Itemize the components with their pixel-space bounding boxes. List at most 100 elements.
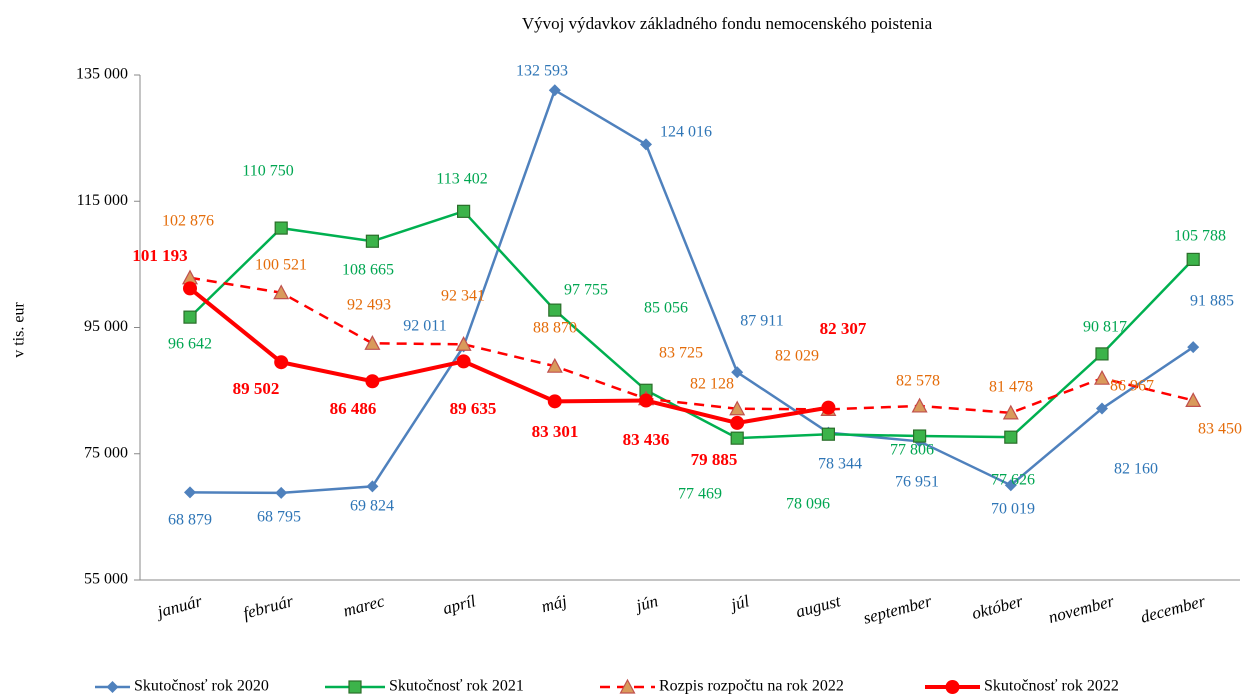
data-point — [1186, 252, 1200, 267]
data-point — [639, 393, 653, 408]
y-tick-label: 55 000 — [84, 571, 128, 588]
x-tick-label: november — [1046, 591, 1116, 627]
data-label: 124 016 — [660, 124, 712, 141]
data-point — [365, 234, 379, 248]
x-tick-label: október — [970, 591, 1025, 623]
data-label: 92 341 — [441, 288, 485, 305]
data-point — [455, 336, 472, 351]
chart-title: Vývoj výdavkov základného fondu nemocens… — [522, 14, 933, 33]
data-label: 92 493 — [347, 297, 391, 314]
data-point — [274, 221, 288, 235]
data-label: 81 478 — [989, 379, 1033, 396]
legend-marker — [348, 680, 362, 694]
data-point — [366, 480, 379, 493]
data-label: 85 056 — [644, 300, 688, 317]
legend-marker — [619, 678, 636, 694]
data-point — [729, 400, 746, 416]
data-point — [1002, 404, 1019, 420]
data-point — [364, 335, 381, 350]
data-label: 68 879 — [168, 512, 212, 529]
x-tick-label: apríl — [441, 591, 478, 618]
data-label: 89 502 — [233, 379, 280, 398]
data-label: 91 885 — [1190, 293, 1234, 310]
data-label: 83 301 — [532, 422, 579, 441]
x-tick-label: február — [241, 591, 296, 623]
x-tick-label: august — [794, 591, 844, 621]
data-label: 83 450 — [1198, 421, 1242, 438]
series-line — [188, 286, 829, 425]
data-label: 68 795 — [257, 509, 301, 526]
y-tick-label: 135 000 — [76, 66, 128, 83]
data-label: 102 876 — [162, 213, 214, 230]
data-label: 76 951 — [895, 474, 939, 491]
data-point — [730, 431, 744, 445]
x-tick-label: júl — [727, 591, 751, 615]
data-point — [184, 486, 196, 499]
data-label: 82 307 — [820, 319, 867, 338]
data-label: 78 344 — [818, 456, 862, 473]
data-label: 70 019 — [991, 501, 1035, 518]
data-point — [1187, 341, 1200, 354]
data-point — [457, 204, 471, 218]
x-tick-label: december — [1139, 591, 1208, 627]
data-label: 113 402 — [436, 171, 487, 188]
data-point — [912, 429, 927, 443]
data-point — [1093, 369, 1111, 385]
data-label: 79 885 — [691, 450, 738, 469]
data-point — [183, 310, 197, 324]
x-tick-label: september — [861, 591, 934, 628]
data-label: 87 911 — [740, 313, 783, 330]
data-label: 82 578 — [896, 373, 940, 390]
y-tick-label: 75 000 — [84, 444, 128, 461]
x-tick-label: január — [153, 591, 204, 622]
legend-label: Skutočnosť rok 2022 — [984, 678, 1119, 695]
x-tick-label: jún — [632, 591, 660, 615]
data-label: 108 665 — [342, 262, 394, 279]
series-line — [189, 88, 1194, 495]
data-point — [821, 400, 836, 415]
legend-marker — [945, 680, 960, 694]
data-label: 69 824 — [350, 498, 394, 515]
data-point — [274, 355, 289, 370]
data-label: 132 593 — [516, 63, 568, 80]
data-label: 77 806 — [890, 442, 934, 459]
data-point — [1004, 479, 1017, 492]
data-label: 83 725 — [659, 345, 703, 362]
data-point — [1185, 392, 1202, 408]
data-point — [1096, 402, 1108, 415]
legend-label: Rozpis rozpočtu na rok 2022 — [659, 678, 844, 695]
data-label: 82 029 — [775, 348, 819, 365]
data-point — [731, 366, 744, 379]
data-label: 82 128 — [690, 376, 734, 393]
data-label: 89 635 — [450, 399, 497, 418]
data-point — [273, 284, 290, 300]
data-label: 83 436 — [623, 430, 670, 449]
y-axis-label: v tis. eur — [11, 302, 28, 358]
data-label: 88 870 — [533, 320, 577, 337]
data-label: 86 486 — [330, 399, 377, 418]
legend-marker — [106, 681, 119, 693]
data-point — [275, 486, 288, 499]
data-label: 77 626 — [991, 472, 1035, 489]
data-label: 110 750 — [242, 163, 293, 180]
data-label: 97 755 — [564, 282, 608, 299]
legend-label: Skutočnosť rok 2020 — [134, 678, 269, 695]
data-point — [911, 397, 928, 413]
data-point — [456, 354, 471, 369]
data-label: 77 469 — [678, 486, 722, 503]
data-label: 96 642 — [168, 336, 212, 353]
series-line — [189, 276, 1194, 415]
y-tick-label: 115 000 — [77, 192, 128, 209]
data-point — [365, 374, 380, 389]
data-label: 78 096 — [786, 496, 830, 513]
data-point — [548, 303, 562, 317]
data-label: 90 817 — [1083, 319, 1127, 336]
series-line — [189, 209, 1195, 440]
data-point — [183, 281, 197, 296]
data-label: 82 160 — [1114, 461, 1158, 478]
data-label: 105 788 — [1174, 228, 1226, 245]
data-point — [547, 394, 562, 409]
data-point — [730, 415, 745, 430]
data-label: 100 521 — [255, 257, 307, 274]
